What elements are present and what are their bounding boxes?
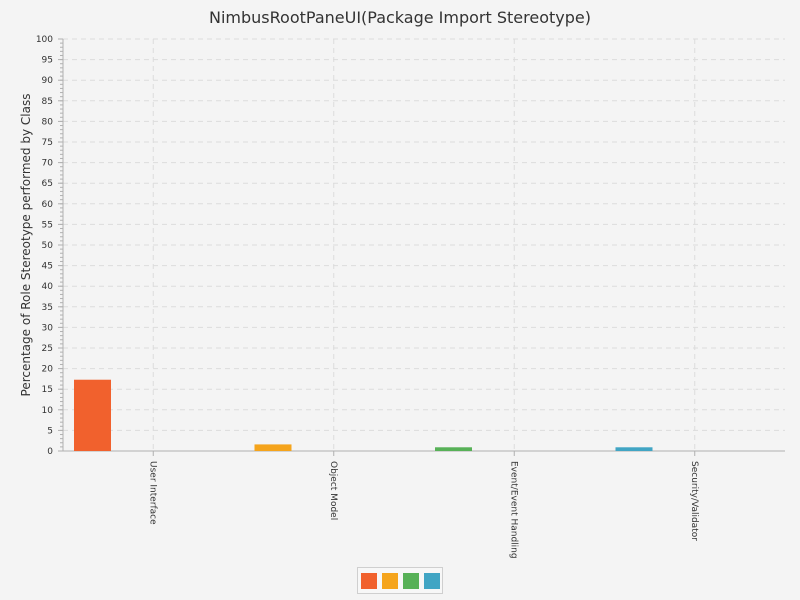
y-tick-label: 55: [42, 220, 53, 230]
legend-swatch: [360, 572, 377, 589]
legend-swatch: [402, 572, 419, 589]
bars: [74, 379, 653, 451]
bar: [435, 447, 472, 451]
y-tick-label: 90: [42, 76, 54, 86]
y-tick-label: 25: [42, 344, 53, 354]
legend-swatch: [381, 572, 398, 589]
y-tick-label: 85: [42, 97, 53, 107]
y-tick-label: 80: [42, 117, 54, 127]
y-tick-label: 75: [42, 138, 53, 148]
y-tick-label: 95: [42, 56, 53, 66]
x-tick-label: Security/Validator: [689, 461, 699, 541]
y-tick-label: 15: [42, 385, 53, 395]
y-tick-label: 100: [36, 35, 53, 45]
y-tick-label: 0: [47, 447, 53, 457]
y-axis-label: Percentage of Role Stereotype performed …: [19, 94, 33, 397]
y-tick-label: 70: [42, 159, 54, 169]
legend-swatch: [423, 572, 440, 589]
y-tick-label: 45: [42, 262, 53, 272]
y-tick-label: 5: [47, 426, 53, 436]
x-tick-label: Event/Event Handling: [508, 461, 518, 559]
y-tick-label: 50: [42, 241, 54, 251]
y-tick-label: 20: [42, 365, 54, 375]
bar: [615, 447, 653, 451]
y-tick-label: 65: [42, 179, 53, 189]
y-tick-label: 35: [42, 303, 53, 313]
y-tick-label: 10: [42, 406, 54, 416]
y-tick-label: 40: [42, 282, 54, 292]
tick-labels: 0 5 10 15 20 25 30 35 40 45 50 55 60 65 70 75 80 85 90 95 10…: [36, 35, 699, 559]
y-tick-label: 30: [42, 323, 54, 333]
chart-title: NimbusRootPaneUI(Package Import Stereoty…: [209, 8, 591, 27]
legend: [357, 567, 443, 594]
grid: [63, 38, 785, 451]
x-tick-label: User Interface: [147, 461, 157, 525]
bar: [74, 379, 111, 451]
x-tick-label: Object Model: [328, 461, 338, 520]
y-tick-label: 60: [42, 200, 54, 210]
axes: [58, 38, 785, 456]
bar: [254, 444, 292, 451]
